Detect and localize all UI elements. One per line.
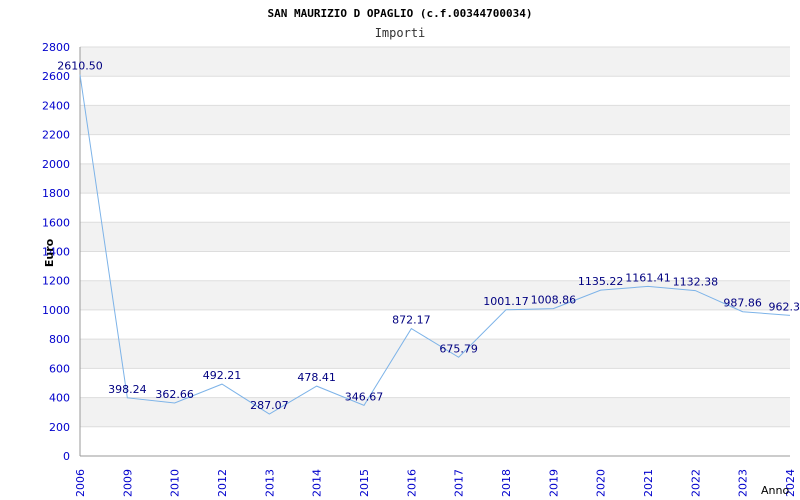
data-label: 478.41: [297, 371, 336, 384]
x-tick-label: 2018: [500, 469, 513, 497]
data-label: 675.79: [439, 342, 478, 355]
series-line: [79, 74, 791, 415]
y-tick-label: 200: [49, 421, 70, 434]
y-tick-label: 400: [49, 392, 70, 405]
x-tick-label: 2013: [263, 469, 276, 497]
data-label: 962.3: [769, 300, 800, 313]
data-label: 398.24: [108, 383, 147, 396]
data-label: 1001.17: [483, 295, 529, 308]
y-tick-label: 1200: [42, 275, 70, 288]
data-label: 872.17: [392, 314, 431, 327]
x-axis-label: Anno: [761, 484, 789, 497]
x-tick-label: 2020: [595, 469, 608, 497]
data-label: 346.67: [345, 390, 384, 403]
x-tick-label: 2024: [784, 469, 797, 497]
y-tick-label: 1600: [42, 216, 70, 229]
y-tick-label: 2400: [42, 99, 70, 112]
y-tick-label: 2200: [42, 129, 70, 142]
data-labels: 2610.50 398.24 362.66 492.21 287.07 478.41 346…: [57, 60, 800, 412]
x-tick-label: 2012: [216, 469, 229, 497]
background-band: [80, 339, 790, 369]
background-band: [80, 280, 790, 310]
background-band: [80, 105, 790, 135]
background-band: [80, 397, 790, 427]
x-tick-label: 2009: [121, 469, 134, 497]
x-tick-labels: 2006 2009 2010 2012 2013 2014 2015 2016 2017 2018…: [74, 469, 797, 497]
data-label: 1132.38: [673, 276, 719, 289]
x-tick-label: 2017: [453, 469, 466, 497]
y-tick-label: 2800: [42, 41, 70, 54]
y-axis-label: Euro: [43, 238, 56, 267]
data-label: 1008.86: [531, 294, 577, 307]
y-tick-label: 0: [63, 450, 70, 463]
background-band: [80, 222, 790, 252]
y-tick-label: 1400: [42, 246, 70, 259]
data-label: 2610.50: [57, 60, 103, 73]
chart-subtitle: Importi: [375, 26, 426, 40]
data-label: 987.86: [723, 297, 762, 310]
x-tick-label: 2015: [358, 469, 371, 497]
data-label: 492.21: [203, 369, 242, 382]
gridlines: [80, 46, 790, 457]
y-tick-label: 2600: [42, 70, 70, 83]
x-tick-label: 2021: [642, 469, 655, 497]
x-tick-label: 2022: [689, 469, 702, 497]
x-tick-label: 2006: [74, 469, 87, 497]
y-tick-label: 1000: [42, 304, 70, 317]
chart-title: SAN MAURIZIO D OPAGLIO (c.f.00344700034): [268, 7, 533, 20]
x-tick-label: 2016: [405, 469, 418, 497]
y-tick-label: 1800: [42, 187, 70, 200]
data-label: 287.07: [250, 399, 289, 412]
y-tick-label: 600: [49, 362, 70, 375]
x-tick-label: 2023: [737, 469, 750, 497]
background-bands: [80, 47, 790, 427]
background-band: [80, 163, 790, 194]
data-label: 1161.41: [625, 271, 671, 284]
x-tick-label: 2010: [169, 469, 182, 497]
y-tick-label: 800: [49, 333, 70, 346]
y-tick-label: 2000: [42, 158, 70, 171]
data-label: 1135.22: [578, 275, 624, 288]
x-tick-label: 2019: [547, 469, 560, 497]
data-label: 362.66: [155, 388, 194, 401]
background-band: [80, 47, 790, 77]
x-tick-label: 2014: [311, 469, 324, 497]
y-tick-labels: 0 200 400 600 800 1000 1200 1400 1600 1800 2000 220…: [42, 41, 70, 463]
